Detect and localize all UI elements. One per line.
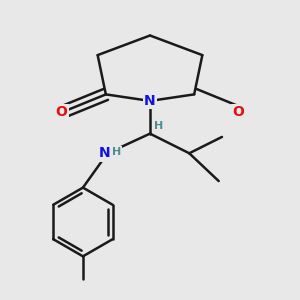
Text: H: H [154, 122, 163, 131]
Text: N: N [144, 94, 156, 108]
Text: O: O [232, 105, 244, 119]
Text: O: O [56, 105, 68, 119]
Text: N: N [98, 146, 110, 160]
Text: H: H [112, 147, 121, 157]
